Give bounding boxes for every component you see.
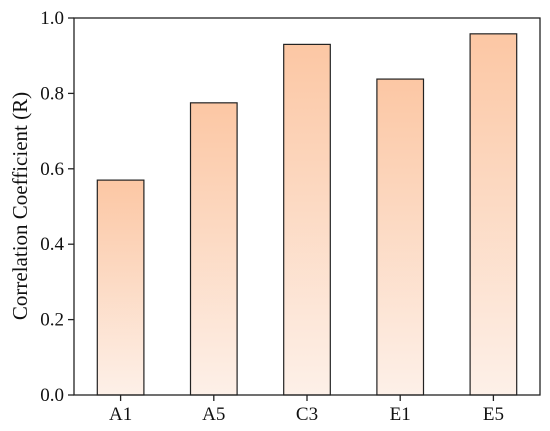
bar-c3 xyxy=(283,43,331,396)
x-tick-label: C3 xyxy=(296,404,318,425)
bar-a1 xyxy=(96,179,145,396)
x-axis: A1 A5 C3 E1 E5 xyxy=(109,395,504,425)
y-tick-label: 0.4 xyxy=(40,234,64,255)
x-tick-label: A1 xyxy=(109,404,132,425)
x-tick-label: E1 xyxy=(390,404,411,425)
y-tick-label: 0.6 xyxy=(40,159,64,180)
bar-e5 xyxy=(469,33,518,396)
y-tick-label: 1.0 xyxy=(40,8,64,29)
bar-e1 xyxy=(376,78,425,396)
y-tick-label: 0.2 xyxy=(40,310,64,331)
y-axis-label: Correlation Coefficient (R) xyxy=(8,92,32,320)
x-tick-label: A5 xyxy=(202,404,225,425)
y-tick-label: 0.8 xyxy=(40,83,64,104)
bar-a5 xyxy=(189,102,238,396)
bars-layer xyxy=(96,33,518,396)
y-tick-label: 0.0 xyxy=(40,385,64,406)
x-tick-label: E5 xyxy=(483,404,504,425)
y-axis: 0.0 0.2 0.4 0.6 0.8 1.0 xyxy=(40,8,74,406)
